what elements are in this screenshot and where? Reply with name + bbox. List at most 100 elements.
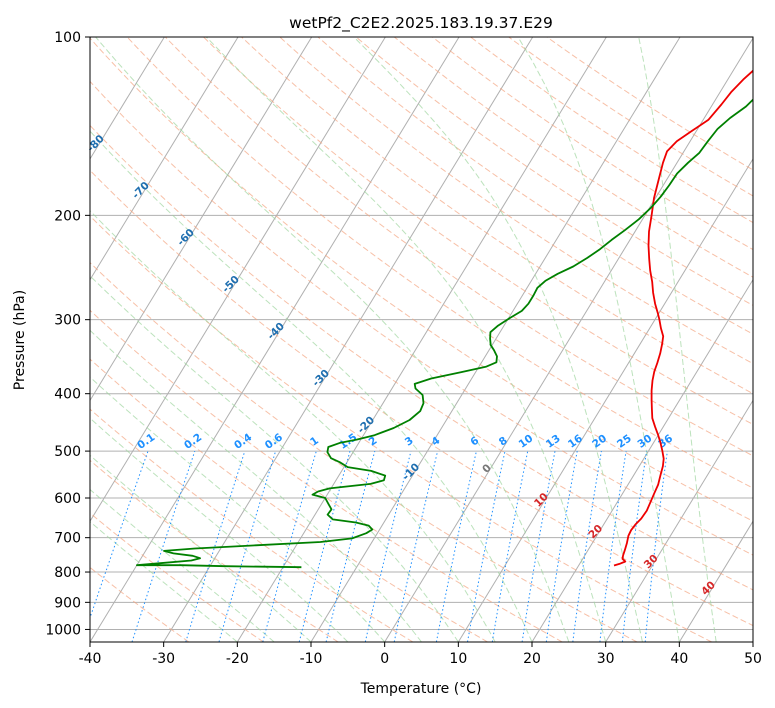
x-tick-label: -40 [79, 651, 102, 667]
mixing-ratio-line [218, 450, 277, 642]
y-tick-label: 600 [54, 491, 81, 507]
mixing-ratio-label: 0.4 [232, 431, 254, 452]
mixing-ratio-label: 0.2 [182, 431, 204, 452]
moist-adiabat-line [90, 275, 459, 642]
y-axis: 1000 900 800 700 600 500 400 300 200 100 [45, 30, 90, 638]
y-tick-label: 900 [54, 595, 81, 611]
y-tick-label: 300 [54, 313, 81, 329]
dry-adiabat-line [317, 37, 753, 335]
dry-adiabat-line [355, 37, 753, 306]
dewpoint-line [136, 98, 753, 569]
isotherm-line [90, 37, 239, 281]
temperature-line [613, 69, 753, 567]
dry-adiabat-line [432, 37, 753, 251]
mixing-ratio-label: 30 [635, 432, 654, 450]
x-tick-label: 10 [449, 651, 467, 667]
x-axis-label: Temperature (°C) [360, 681, 482, 697]
moist-adiabat-line [90, 488, 275, 642]
y-tick-label: 400 [54, 387, 81, 403]
chart-title: wetPf2_C2E2.2025.183.19.37.E29 [289, 14, 553, 33]
mixing-ratio-line [90, 450, 149, 620]
y-axis-label: Pressure (hPa) [12, 290, 28, 390]
x-axis: -40 -30 -20 -10 0 10 20 30 40 50 [79, 642, 762, 667]
dry-adiabat-line [90, 124, 753, 591]
isotherm-line [752, 641, 753, 642]
mixing-ratio-line [467, 450, 506, 642]
isotherm-line [678, 520, 753, 642]
mixing-ratio-label: 16 [566, 432, 585, 450]
isotherm-line [163, 37, 534, 642]
mixing-ratio-line [572, 451, 602, 642]
dry-adiabat-line [279, 37, 753, 365]
mixing-ratio-label: 4 [429, 435, 442, 449]
mixing-ratio-label: 0.1 [135, 431, 157, 452]
moist-adiabat-line [90, 210, 496, 642]
adiabat-label: 30 [642, 552, 661, 571]
dry-adiabat-line [126, 37, 753, 489]
isotherm-line [384, 37, 753, 642]
adiabat-label: 10 [532, 491, 551, 510]
moist-adiabat-line [638, 37, 717, 642]
moist-adiabat-line [90, 329, 422, 642]
dry-adiabat-line [90, 215, 712, 642]
dry-adiabat-line [241, 37, 753, 395]
adiabat-label: 20 [586, 522, 605, 541]
dry-adiabat-line [470, 37, 753, 224]
mixing-ratio-label: 20 [590, 432, 609, 450]
x-tick-label: -20 [226, 651, 249, 667]
mixing-ratio-label: 13 [544, 432, 563, 450]
mixing-ratio-line [364, 450, 412, 642]
isotherm-line [605, 399, 753, 642]
mixing-ratio-line [325, 450, 376, 642]
mixing-ratio-line [131, 450, 196, 642]
y-tick-label: 100 [54, 30, 81, 46]
y-tick-label: 1000 [45, 622, 81, 638]
moist-adiabat-line [90, 454, 312, 642]
mixing-ratio-line [644, 451, 668, 642]
mixing-ratio-line [599, 451, 627, 642]
mixing-ratio-line [262, 450, 317, 642]
moist-adiabat-line [90, 376, 386, 642]
dry-adiabat-line [90, 309, 563, 642]
mixing-ratio-line [491, 451, 529, 642]
sounding-series [136, 69, 753, 569]
mixing-ratio-line [185, 450, 246, 642]
plot-frame [89, 36, 754, 643]
mixing-ratio-label: 8 [497, 435, 510, 449]
y-tick-label: 800 [54, 565, 81, 581]
mixing-ratio-label: 1 [308, 435, 321, 449]
background-lines [90, 37, 753, 642]
y-tick-label: 700 [54, 531, 81, 547]
x-tick-label: 20 [523, 651, 541, 667]
moist-adiabat-line [90, 417, 349, 642]
isotherm-line [457, 157, 753, 642]
y-tick-label: 200 [54, 208, 81, 224]
moist-adiabat-line [90, 130, 533, 642]
isotherm-line [90, 37, 386, 523]
isotherm-line [90, 37, 313, 402]
dry-adiabat-line [90, 512, 264, 642]
isotherm-line [310, 37, 681, 642]
mixing-ratio-line [621, 451, 648, 642]
moist-adiabat-line [90, 521, 238, 642]
dry-adiabat-line [90, 566, 190, 642]
adiabat-label: 0 [480, 462, 494, 476]
x-tick-label: -30 [152, 651, 175, 667]
moist-adiabat-line [517, 37, 680, 642]
dry-adiabat-line [90, 261, 638, 642]
dry-adiabat-line [90, 408, 414, 642]
moist-adiabat-line [205, 37, 607, 642]
mixing-ratio-label: 25 [615, 432, 634, 450]
dry-adiabat-line [203, 37, 753, 425]
mixing-ratio-line [298, 450, 351, 642]
y-tick-label: 500 [54, 444, 81, 460]
mixing-ratio-line [393, 450, 439, 642]
isotherm-line [236, 37, 607, 642]
mixing-ratio-line [545, 451, 578, 642]
x-tick-label: 40 [670, 651, 688, 667]
isotherm-line [531, 278, 753, 642]
dry-adiabat-line [90, 80, 753, 556]
mixing-ratio-line [435, 450, 477, 642]
dry-adiabat-line [90, 37, 753, 522]
